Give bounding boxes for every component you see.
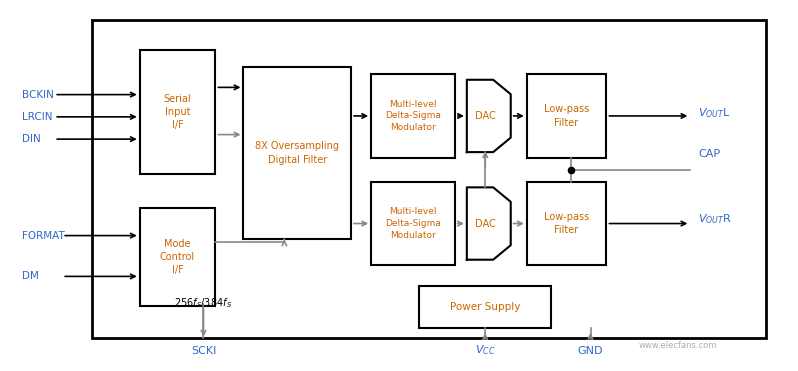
- Bar: [527, 182, 606, 265]
- Text: Power Supply: Power Supply: [449, 302, 520, 312]
- Bar: [92, 20, 766, 338]
- Bar: [527, 74, 606, 158]
- Text: www.elecfans.com: www.elecfans.com: [639, 341, 717, 349]
- Text: DIN: DIN: [22, 134, 41, 144]
- Text: LRCIN: LRCIN: [22, 112, 53, 122]
- Bar: [140, 50, 215, 174]
- Text: $256f_S/384f_S$: $256f_S/384f_S$: [175, 296, 232, 310]
- Text: BCKIN: BCKIN: [22, 90, 54, 99]
- Text: 8X Oversampling
Digital Filter: 8X Oversampling Digital Filter: [255, 141, 339, 165]
- Text: Low-pass
Filter: Low-pass Filter: [544, 212, 589, 235]
- Text: FORMAT: FORMAT: [22, 231, 65, 240]
- Polygon shape: [467, 80, 511, 152]
- Text: $V_{OUT}$R: $V_{OUT}$R: [698, 212, 733, 226]
- Bar: [371, 74, 455, 158]
- Text: Low-pass
Filter: Low-pass Filter: [544, 104, 589, 128]
- Text: DAC: DAC: [475, 111, 496, 121]
- Text: DM: DM: [22, 272, 39, 281]
- Text: Serial
Input
I/F: Serial Input I/F: [164, 94, 192, 131]
- Bar: [140, 208, 215, 306]
- Text: Mode
Control
I/F: Mode Control I/F: [160, 239, 196, 275]
- Text: Multi-level
Delta-Sigma
Modulator: Multi-level Delta-Sigma Modulator: [385, 100, 441, 132]
- Bar: [243, 67, 351, 239]
- Bar: [419, 286, 551, 328]
- Polygon shape: [467, 187, 511, 260]
- Text: $V_{OUT}$L: $V_{OUT}$L: [698, 106, 731, 120]
- Text: SCKI: SCKI: [191, 346, 216, 355]
- Text: $V_{CC}$: $V_{CC}$: [475, 344, 496, 358]
- Text: GND: GND: [578, 346, 603, 355]
- Bar: [371, 182, 455, 265]
- Text: CAP: CAP: [698, 149, 721, 159]
- Text: Multi-level
Delta-Sigma
Modulator: Multi-level Delta-Sigma Modulator: [385, 207, 441, 240]
- Text: DAC: DAC: [475, 219, 496, 229]
